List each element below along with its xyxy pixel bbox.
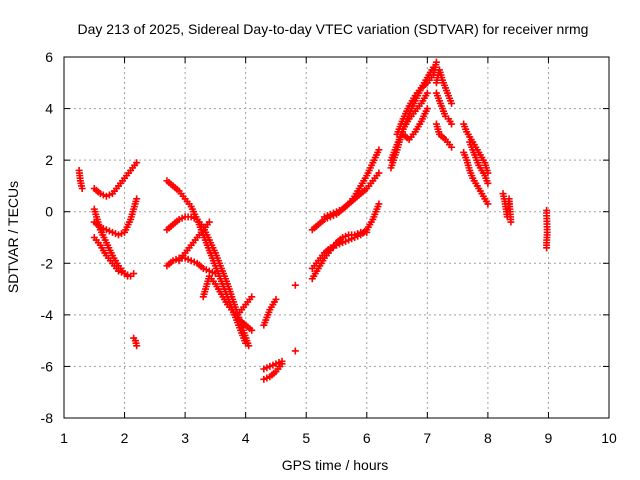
data-point: [133, 195, 141, 203]
data-point: [78, 185, 86, 193]
y-tick-label: 0: [45, 204, 53, 220]
series-arc-25: [432, 66, 456, 107]
data-point: [133, 342, 141, 350]
data-point: [272, 295, 280, 303]
y-tick-label: -8: [41, 410, 54, 426]
data-point: [291, 347, 299, 355]
series-arc-16: [291, 281, 299, 355]
data-point: [375, 169, 383, 177]
series-arc-24: [399, 105, 431, 144]
data-point: [448, 120, 456, 128]
series-arc-4: [90, 195, 141, 239]
series-arc-32: [543, 206, 551, 252]
data-point: [124, 272, 132, 280]
series-arc-13: [260, 295, 280, 329]
series-arc-26: [432, 89, 456, 128]
data-point: [248, 293, 256, 301]
data-point: [484, 200, 492, 208]
data-point: [484, 179, 492, 187]
data-point: [375, 146, 383, 154]
series-arc-2: [90, 159, 141, 200]
y-tick-label: 4: [45, 101, 53, 117]
series-arc-28: [460, 120, 492, 177]
series-arc-11: [199, 272, 256, 334]
y-tick-label: -2: [41, 255, 54, 271]
series-arc-20: [308, 200, 383, 272]
x-tick-label: 10: [601, 430, 617, 446]
x-tick-label: 2: [121, 430, 129, 446]
y-axis-label: SDTVAR / TECUs: [5, 181, 21, 293]
data-point: [291, 281, 299, 289]
data-point: [543, 244, 551, 252]
data-point: [130, 270, 138, 278]
data-point: [423, 105, 431, 113]
x-tick-label: 9: [545, 430, 553, 446]
data-point: [448, 99, 456, 107]
x-tick-label: 7: [423, 430, 431, 446]
y-tick-label: -6: [41, 358, 54, 374]
x-tick-label: 5: [302, 430, 310, 446]
series-arc-12: [236, 293, 256, 316]
y-tick-label: -4: [41, 307, 54, 323]
data-point: [133, 159, 141, 167]
series-arc-23: [393, 58, 440, 138]
data-point: [278, 360, 286, 368]
x-axis-label: GPS time / hours: [282, 457, 389, 473]
series-arc-1: [75, 166, 86, 193]
data-point: [211, 270, 219, 278]
data-points: [75, 58, 551, 383]
data-point: [248, 326, 256, 334]
x-tick-label: 8: [484, 430, 492, 446]
series-arc-15: [260, 360, 286, 383]
data-point: [432, 58, 440, 66]
grid-lines: [64, 57, 609, 418]
series-arc-10: [175, 218, 213, 265]
series-arc-30: [466, 138, 492, 187]
plot-frame: [63, 56, 610, 419]
x-axis-ticks: 1 2 3 4 5 6 7 8 9 10: [60, 57, 617, 446]
series-arc-5: [90, 234, 132, 280]
data-point: [507, 218, 515, 226]
y-tick-label: 6: [45, 49, 53, 65]
series-arc-29: [460, 148, 492, 208]
series-arc-18: [320, 169, 383, 221]
data-point: [245, 342, 253, 350]
data-point: [205, 218, 213, 226]
data-point: [448, 143, 456, 151]
series-arc-27: [432, 120, 456, 151]
x-tick-label: 3: [181, 430, 189, 446]
x-tick-label: 1: [60, 430, 68, 446]
data-point: [375, 200, 383, 208]
x-tick-label: 6: [363, 430, 371, 446]
series-arc-6: [130, 334, 141, 350]
y-tick-label: 2: [45, 152, 53, 168]
x-tick-label: 4: [242, 430, 250, 446]
series-arc-31: [499, 190, 515, 226]
y-axis-ticks: -8 -6 -4 -2 0 2 4 6: [41, 49, 609, 426]
data-point: [423, 89, 431, 97]
chart-title: Day 213 of 2025, Sidereal Day-to-day VTE…: [78, 21, 589, 37]
